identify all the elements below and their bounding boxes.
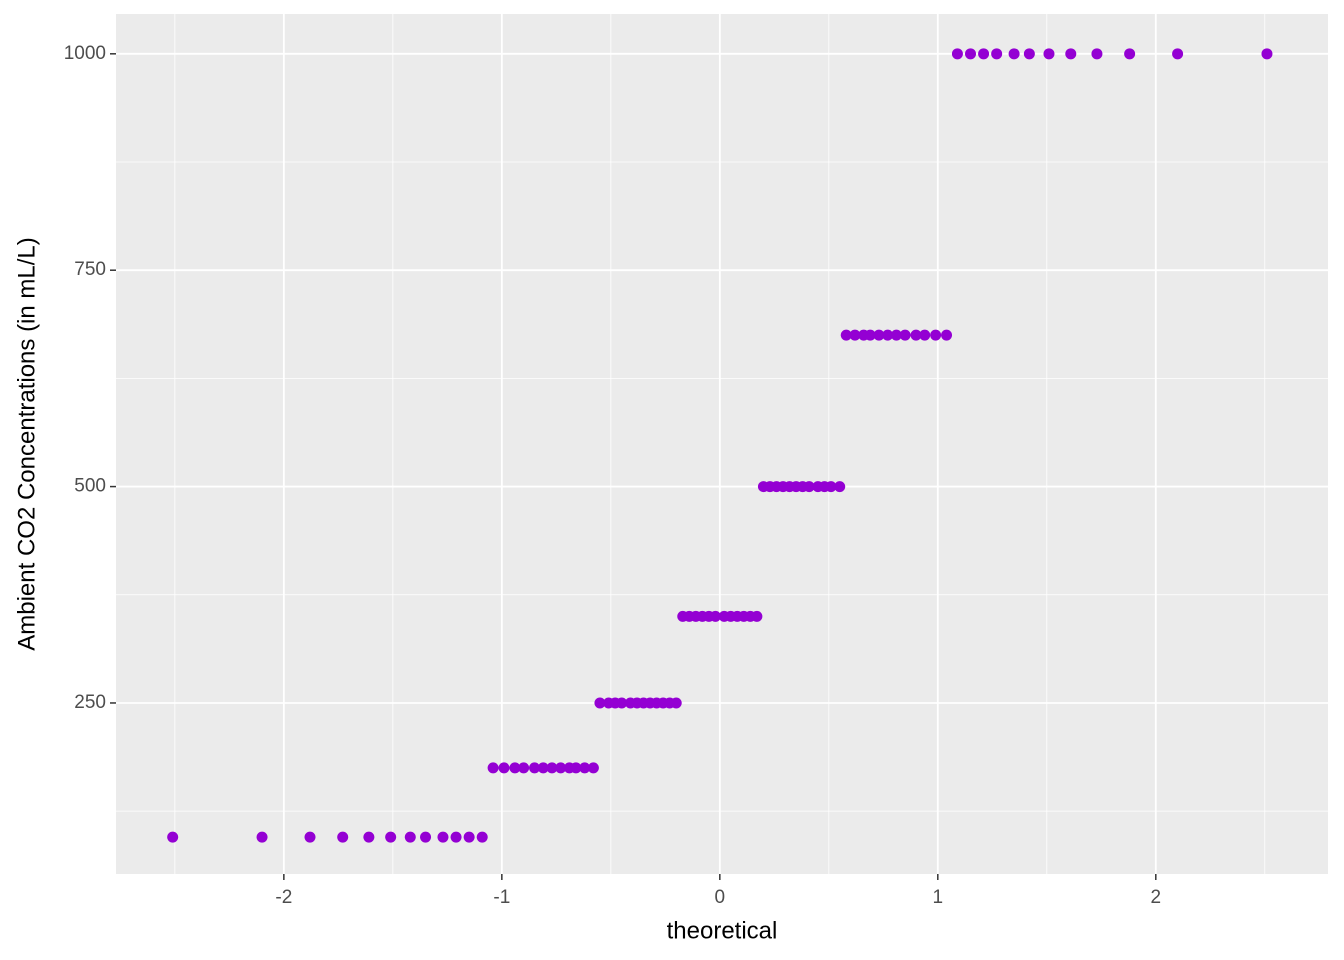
point [670, 697, 682, 709]
point [616, 697, 628, 709]
point [941, 329, 953, 341]
point [834, 481, 846, 493]
point [910, 329, 922, 341]
point [1091, 48, 1103, 60]
y-tick-label: 750 [74, 259, 106, 280]
point [337, 831, 349, 843]
point [167, 831, 179, 843]
point [555, 762, 567, 774]
x-tick-label: 1 [933, 887, 944, 908]
point [1172, 48, 1184, 60]
y-tick-label: 500 [74, 476, 106, 497]
point [385, 831, 397, 843]
point [509, 762, 521, 774]
point [1124, 48, 1136, 60]
point [256, 831, 268, 843]
point [529, 762, 541, 774]
point [463, 831, 475, 843]
y-tick-label: 250 [74, 692, 106, 713]
point [579, 762, 591, 774]
point [709, 610, 721, 622]
point [1261, 48, 1273, 60]
point [899, 329, 911, 341]
point [587, 762, 599, 774]
point [919, 329, 931, 341]
point [1065, 48, 1077, 60]
point [487, 762, 499, 774]
x-tick-label: 0 [715, 887, 726, 908]
x-tick-label: -2 [275, 887, 292, 908]
point [930, 329, 942, 341]
point [537, 762, 549, 774]
x-axis-label: theoretical [667, 917, 778, 944]
point [803, 481, 815, 493]
point [873, 329, 885, 341]
point [437, 831, 449, 843]
x-tick-label: -1 [493, 887, 510, 908]
y-tick-label: 1000 [64, 43, 106, 64]
point [751, 610, 763, 622]
point [1008, 48, 1020, 60]
x-tick-label: 2 [1151, 887, 1162, 908]
point [420, 831, 432, 843]
point [404, 831, 416, 843]
point [991, 48, 1003, 60]
plot-panel [116, 14, 1328, 874]
point [570, 762, 582, 774]
point [1023, 48, 1035, 60]
y-axis-label: Ambient CO2 Concentrations (in mL/L) [13, 237, 40, 651]
point [864, 329, 876, 341]
point [890, 329, 902, 341]
point [978, 48, 990, 60]
point [1043, 48, 1055, 60]
point [849, 329, 861, 341]
point [546, 762, 558, 774]
point [882, 329, 894, 341]
point [498, 762, 510, 774]
point [840, 329, 852, 341]
point [825, 481, 837, 493]
point [965, 48, 977, 60]
point [363, 831, 375, 843]
point [594, 697, 606, 709]
point [450, 831, 462, 843]
point [518, 762, 530, 774]
point [304, 831, 316, 843]
point [476, 831, 488, 843]
point [951, 48, 963, 60]
